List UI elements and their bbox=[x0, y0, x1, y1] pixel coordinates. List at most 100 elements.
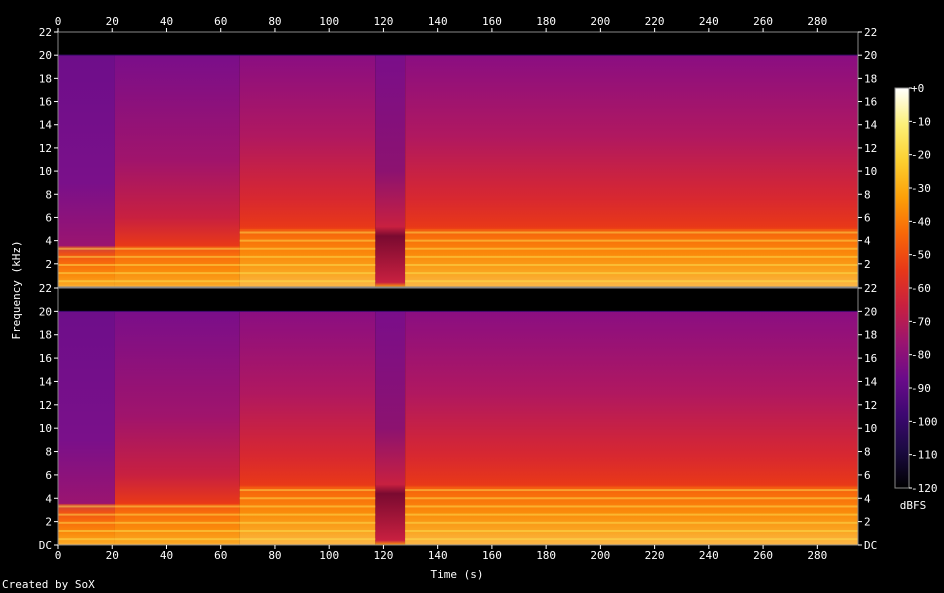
spectrogram-bottom-harmonic bbox=[58, 521, 115, 524]
colorbar-tick-label: -100 bbox=[911, 415, 938, 428]
x-tick-label: 60 bbox=[214, 549, 227, 562]
spectrogram-top-harmonic bbox=[239, 263, 376, 266]
spectrogram-bottom-harmonic bbox=[58, 513, 115, 516]
y-tick-label: 4 bbox=[45, 492, 52, 505]
y-tick-label: 14 bbox=[39, 375, 53, 388]
spectrogram-bottom-harmonic bbox=[405, 529, 858, 532]
y-tick-label: 6 bbox=[864, 469, 871, 482]
spectrogram-top-harmonic bbox=[239, 239, 376, 242]
spectrogram-top-harmonic bbox=[239, 255, 376, 258]
y-tick-label: 22 bbox=[39, 26, 52, 39]
spectrogram-bottom-harmonic bbox=[239, 489, 376, 492]
y-tick-label: 8 bbox=[45, 446, 52, 459]
spectrogram-bottom-harmonic bbox=[58, 529, 115, 532]
y-tick-label: 20 bbox=[864, 49, 877, 62]
y-tick-label: 12 bbox=[864, 142, 877, 155]
colorbar-tick-label: -10 bbox=[911, 115, 931, 128]
y-tick-label: 4 bbox=[45, 235, 52, 248]
y-tick-label: 22 bbox=[864, 282, 877, 295]
colorbar-tick-label: -110 bbox=[911, 449, 938, 462]
x-tick-label: 220 bbox=[645, 15, 665, 28]
y-tick-label: 12 bbox=[864, 399, 877, 412]
y-tick-label: 12 bbox=[39, 142, 52, 155]
spectrogram-top-harmonic bbox=[114, 263, 240, 266]
y-tick-label: 4 bbox=[864, 492, 871, 505]
x-tick-label: 180 bbox=[536, 549, 556, 562]
colorbar-tick-label: -120 bbox=[911, 482, 938, 495]
y-tick-label: 2 bbox=[864, 516, 871, 529]
spectrogram-bottom-harmonic bbox=[239, 538, 376, 541]
spectrogram-top-harmonic bbox=[58, 272, 115, 275]
spectrogram-top-harmonic bbox=[405, 280, 858, 283]
spectrogram-top-harmonic bbox=[114, 255, 240, 258]
footer-credit: Created by SoX bbox=[2, 578, 95, 591]
colorbar-tick-label: -30 bbox=[911, 182, 931, 195]
colorbar-tick-label: -50 bbox=[911, 249, 931, 262]
x-tick-label: 160 bbox=[482, 15, 502, 28]
spectrogram-bottom-harmonic bbox=[239, 529, 376, 532]
y-tick-label: 18 bbox=[39, 329, 52, 342]
x-tick-label: 200 bbox=[590, 549, 610, 562]
spectrogram-top-harmonic bbox=[405, 247, 858, 250]
spectrogram-bottom-harmonic bbox=[114, 538, 240, 541]
spectrogram-bottom-harmonic bbox=[405, 497, 858, 500]
y-axis-label: Frequency (kHz) bbox=[10, 240, 23, 339]
x-tick-label: 100 bbox=[319, 549, 339, 562]
spectrogram-bottom-harmonic bbox=[405, 489, 858, 492]
y-tick-label: 22 bbox=[39, 282, 52, 295]
x-tick-label: 160 bbox=[482, 549, 502, 562]
spectrogram-top-harmonic bbox=[114, 247, 240, 250]
y-tick-label: 14 bbox=[864, 375, 878, 388]
y-tick-label: 2 bbox=[45, 258, 52, 271]
x-tick-label: 280 bbox=[807, 15, 827, 28]
spectrogram-bottom-harmonic bbox=[405, 505, 858, 508]
y-tick-label: 16 bbox=[39, 96, 52, 109]
y-tick-label: 10 bbox=[864, 422, 877, 435]
spectrogram-top-harmonic bbox=[405, 239, 858, 242]
y-tick-label: 20 bbox=[864, 305, 877, 318]
spectrogram-top-harmonic bbox=[58, 247, 115, 250]
spectrogram-bottom-harmonic bbox=[58, 505, 115, 508]
colorbar-label: dBFS bbox=[900, 499, 927, 512]
spectrogram-bottom-harmonic bbox=[405, 513, 858, 516]
y-tick-label: 12 bbox=[39, 399, 52, 412]
y-tick-label: 14 bbox=[39, 119, 53, 132]
spectrogram-bottom-harmonic bbox=[114, 505, 240, 508]
spectrogram-bottom-harmonic bbox=[239, 513, 376, 516]
x-tick-label: 220 bbox=[645, 549, 665, 562]
x-tick-label: 80 bbox=[268, 15, 281, 28]
spectrogram-bottom-band bbox=[239, 486, 376, 545]
x-tick-label: 180 bbox=[536, 15, 556, 28]
x-tick-label: 60 bbox=[214, 15, 227, 28]
spectrogram-top-harmonic bbox=[405, 231, 858, 234]
x-tick-label: 100 bbox=[319, 15, 339, 28]
colorbar-tick-label: -80 bbox=[911, 349, 931, 362]
y-tick-label: 16 bbox=[864, 96, 877, 109]
plot-bottom-empty-band bbox=[58, 288, 858, 312]
colorbar-tick-label: -40 bbox=[911, 215, 931, 228]
spectrogram-top-harmonic bbox=[114, 272, 240, 275]
y-tick-label: 10 bbox=[864, 165, 877, 178]
spectrogram-top-harmonic bbox=[239, 247, 376, 250]
spectrogram-top-harmonic bbox=[58, 263, 115, 266]
spectrogram-top-band bbox=[239, 229, 376, 287]
y-tick-label: DC bbox=[864, 539, 877, 552]
y-tick-label: 16 bbox=[39, 352, 52, 365]
spectrogram-top-harmonic bbox=[239, 280, 376, 283]
x-tick-label: 260 bbox=[753, 15, 773, 28]
colorbar-tick-label: -70 bbox=[911, 315, 931, 328]
y-tick-label: 2 bbox=[864, 258, 871, 271]
spectrogram-top-harmonic bbox=[405, 263, 858, 266]
y-tick-label: 4 bbox=[864, 235, 871, 248]
spectrogram-top-segment bbox=[375, 55, 406, 287]
spectrogram-bottom-harmonic bbox=[405, 521, 858, 524]
spectrogram-top-harmonic bbox=[239, 272, 376, 275]
y-tick-label: 16 bbox=[864, 352, 877, 365]
x-tick-label: 0 bbox=[55, 15, 62, 28]
spectrogram-top-harmonic bbox=[114, 280, 240, 283]
x-tick-label: 280 bbox=[807, 549, 827, 562]
plot-bottom-frame bbox=[57, 287, 859, 546]
x-tick-label: 20 bbox=[106, 15, 119, 28]
y-tick-label: 8 bbox=[45, 188, 52, 201]
